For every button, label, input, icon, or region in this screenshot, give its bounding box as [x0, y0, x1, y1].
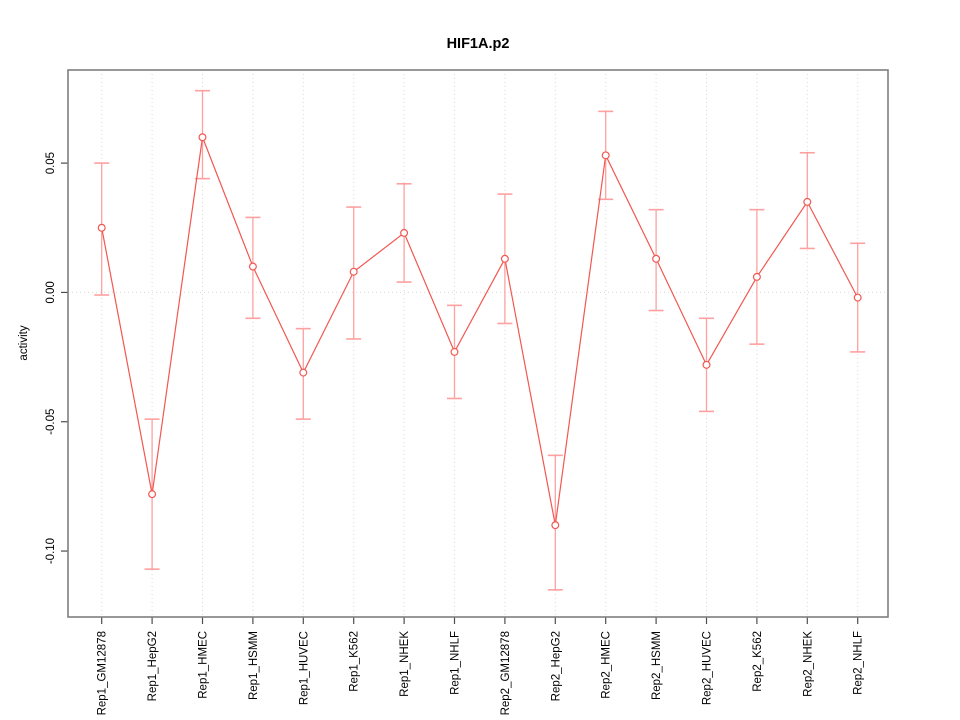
x-tick-label: Rep2_HSMM — [651, 631, 663, 700]
data-point — [248, 262, 257, 271]
y-tick-label: 0.00 — [45, 281, 57, 303]
x-tick-label: Rep1_NHEK — [399, 631, 411, 697]
x-tick-label: Rep2_NHEK — [802, 631, 814, 697]
y-tick-label: -0.05 — [45, 409, 57, 435]
data-point — [551, 521, 560, 530]
data-point — [601, 151, 610, 160]
data-point — [752, 272, 761, 281]
data-point — [853, 293, 862, 302]
data-point — [349, 267, 358, 276]
plot-border — [67, 69, 889, 618]
x-tick-label: Rep1_K562 — [349, 631, 361, 692]
data-point — [500, 254, 509, 263]
series-line — [101, 134, 859, 526]
y-tick-label: -0.10 — [45, 538, 57, 564]
x-tick-label: Rep2_HepG2 — [550, 631, 562, 701]
data-point — [97, 223, 106, 232]
x-tick-label: Rep1_HepG2 — [147, 631, 159, 701]
y-tick-label: 0.05 — [45, 152, 57, 174]
data-point — [299, 368, 308, 377]
x-tick-label: Rep1_GM12878 — [97, 631, 109, 715]
x-tick-label: Rep1_HSMM — [248, 631, 260, 700]
data-point — [400, 228, 409, 237]
x-tick-label: Rep2_K562 — [752, 631, 764, 692]
data-point — [450, 347, 459, 356]
x-tick-label: Rep2_HUVEC — [702, 631, 714, 705]
data-point — [652, 254, 661, 263]
plot-area: 0.05 0.00 -0.05 -0.10 Rep1_GM12878 Rep1_HepG2… — [45, 70, 888, 715]
chart-title: HIF1A.p2 — [447, 36, 510, 52]
x-tick-label: Rep1_HMEC — [198, 631, 210, 699]
y-axis-label: activity — [18, 325, 30, 360]
x-tick-label: Rep1_NHLF — [450, 631, 462, 695]
data-point — [198, 133, 207, 142]
data-point — [148, 490, 157, 499]
x-tick-label: Rep2_GM12878 — [500, 631, 512, 715]
data-point — [803, 197, 812, 206]
x-tick-label: Rep1_HUVEC — [298, 631, 310, 705]
data-point — [702, 360, 711, 369]
x-tick-label: Rep2_HMEC — [601, 631, 613, 699]
x-tick-label: Rep2_NHLF — [853, 631, 865, 695]
